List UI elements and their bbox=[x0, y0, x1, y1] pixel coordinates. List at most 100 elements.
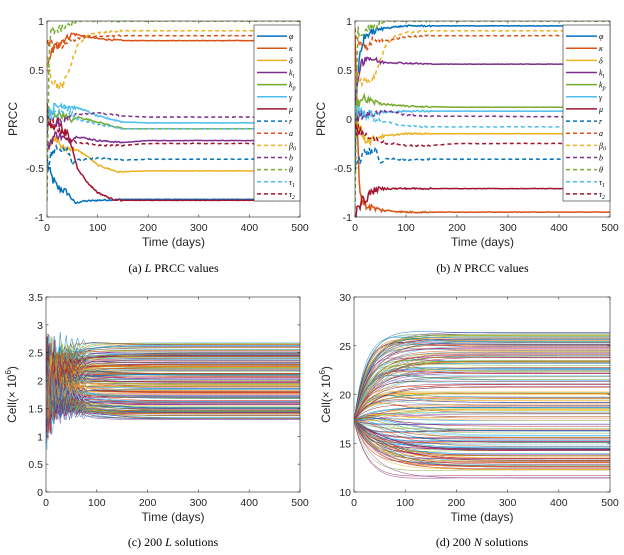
x-tick-label: 300 bbox=[499, 497, 517, 509]
solution-line bbox=[354, 420, 610, 462]
panel-c: 0 100 200 300 400 500 0 0.5 1 1.5 2 2.5 3 3.5 Time (da… bbox=[4, 292, 309, 549]
y-tick-label: 1 bbox=[38, 16, 44, 28]
legend-label: a bbox=[289, 129, 293, 138]
solution-line bbox=[46, 337, 300, 393]
solution-line bbox=[354, 416, 610, 422]
legend-label: τ2 bbox=[289, 190, 295, 201]
legend-label: μ bbox=[288, 105, 293, 114]
solution-line bbox=[354, 420, 610, 479]
y-tick-label: 2 bbox=[37, 376, 43, 388]
solution-line bbox=[354, 420, 610, 468]
solution-line bbox=[354, 341, 610, 421]
solution-line bbox=[354, 420, 610, 477]
legend-label: β0 bbox=[288, 141, 296, 152]
solution-line bbox=[354, 420, 610, 466]
solution-line bbox=[354, 368, 610, 421]
series-line-1 bbox=[355, 35, 610, 214]
y-tick-label: -1 bbox=[35, 212, 44, 224]
legend-label: kp bbox=[599, 81, 606, 92]
x-tick-label: 200 bbox=[448, 222, 466, 234]
solution-line bbox=[354, 405, 610, 422]
solution-line bbox=[46, 369, 300, 428]
y-tick-label: 0.5 bbox=[337, 65, 352, 77]
solution-line bbox=[354, 372, 610, 421]
solution-line bbox=[354, 420, 610, 467]
solution-line bbox=[354, 420, 610, 459]
x-axis-label: Time (days) bbox=[142, 510, 205, 524]
solution-line bbox=[354, 383, 610, 421]
solution-line bbox=[354, 342, 610, 421]
solution-line bbox=[354, 420, 610, 425]
solution-line bbox=[46, 367, 300, 424]
solution-line bbox=[354, 420, 610, 429]
solution-line bbox=[354, 391, 610, 421]
y-tick-label: 0 bbox=[38, 114, 44, 126]
legend-label: φ bbox=[289, 32, 294, 41]
legend-label: τ1 bbox=[289, 178, 295, 189]
y-tick-label: 30 bbox=[339, 292, 351, 304]
y-tick-label: -1 bbox=[343, 212, 352, 224]
solution-line bbox=[354, 375, 610, 421]
legend-label: a bbox=[599, 129, 603, 138]
solution-line bbox=[354, 380, 610, 421]
legend-label: β0 bbox=[598, 141, 606, 152]
series-line-8 bbox=[355, 28, 610, 52]
x-tick-label: 100 bbox=[89, 222, 107, 234]
series-line-10 bbox=[355, 109, 610, 125]
x-tick-label: 200 bbox=[139, 497, 157, 509]
legend-box bbox=[562, 24, 611, 202]
x-axis-label: Time (days) bbox=[142, 235, 205, 249]
plot-area bbox=[354, 331, 610, 479]
solution-line bbox=[46, 362, 300, 418]
legend-label: r bbox=[599, 117, 603, 126]
solution-line bbox=[354, 420, 610, 479]
x-tick-label: 0 bbox=[351, 497, 357, 509]
solution-line bbox=[354, 347, 610, 421]
solution-line bbox=[46, 356, 300, 396]
legend-label: b bbox=[599, 154, 603, 163]
x-tick-label: 100 bbox=[397, 222, 415, 234]
y-tick-label: 1 bbox=[37, 431, 43, 443]
solution-line bbox=[354, 420, 610, 447]
solution-line bbox=[354, 384, 610, 421]
y-tick-label: -0.5 bbox=[26, 163, 44, 175]
x-tick-label: 500 bbox=[601, 497, 619, 509]
solution-line bbox=[354, 351, 610, 421]
caption: (b) N PRCC values bbox=[436, 261, 529, 275]
solution-line bbox=[46, 354, 300, 400]
x-tick-label: 500 bbox=[601, 222, 619, 234]
solution-line bbox=[354, 363, 610, 421]
solution-line bbox=[354, 420, 610, 437]
solution-line bbox=[354, 331, 610, 421]
solution-line bbox=[354, 420, 610, 457]
x-tick-label: 300 bbox=[499, 222, 517, 234]
x-tick-label: 500 bbox=[291, 497, 309, 509]
solution-line bbox=[354, 420, 610, 456]
plot-area bbox=[46, 325, 300, 450]
solution-line bbox=[354, 420, 610, 432]
legend-label: τ2 bbox=[599, 190, 605, 201]
legend-label: kt bbox=[289, 69, 295, 80]
solution-line bbox=[354, 354, 610, 421]
solution-line bbox=[354, 420, 610, 470]
x-tick-label: 200 bbox=[139, 222, 157, 234]
solution-line bbox=[354, 386, 610, 421]
solution-line bbox=[354, 356, 610, 421]
solution-line bbox=[354, 404, 610, 421]
y-tick-label: 1.5 bbox=[28, 403, 43, 415]
x-axis-label: Time (days) bbox=[451, 235, 514, 249]
axes-box bbox=[45, 296, 301, 493]
legend-label: τ1 bbox=[599, 178, 605, 189]
caption: (c) 200 L solutions bbox=[128, 535, 219, 549]
solution-line bbox=[354, 403, 610, 422]
legend-label: δ bbox=[599, 56, 603, 65]
panel-d: 0 100 200 300 400 500 10 15 20 25 30 Time (days) Cel… bbox=[318, 292, 619, 549]
series-line-12 bbox=[355, 104, 610, 129]
y-axis-label: PRCC bbox=[314, 102, 328, 136]
x-tick-label: 400 bbox=[550, 497, 568, 509]
x-tick-label: 300 bbox=[190, 222, 208, 234]
legend-label: γ bbox=[289, 93, 293, 102]
legend-label: θ bbox=[599, 166, 603, 175]
